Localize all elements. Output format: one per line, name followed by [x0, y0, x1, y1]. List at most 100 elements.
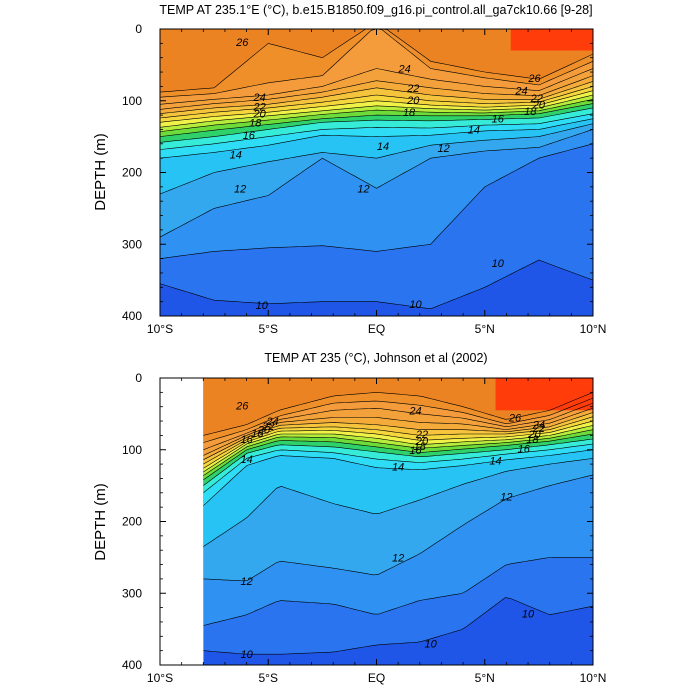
y-tick-label: 100: [122, 94, 142, 108]
panel-top-plot-area: 2624222018161412102422201814121026242220…: [122, 22, 606, 336]
contour-label: 18: [249, 117, 262, 129]
contour-label: 12: [500, 491, 512, 503]
contour-label: 16: [492, 114, 505, 126]
panel-bottom-plot-area: 2624222018161412102422201816141210262422…: [122, 371, 606, 685]
contour-line-13: [160, 123, 593, 195]
contour-line-11: [203, 557, 593, 626]
contour-label: 12: [392, 552, 404, 564]
contour-label: 22: [532, 423, 545, 435]
contour-line-14: [203, 449, 594, 506]
contour-label: 22: [261, 421, 274, 433]
contour-label: 10: [240, 649, 253, 661]
contour-label: 26: [527, 73, 541, 85]
contour-line-21: [203, 416, 594, 465]
y-tick-label: 0: [135, 22, 142, 36]
contour-label: 12: [437, 143, 449, 155]
warm-pool-28: [510, 29, 593, 51]
x-tick-label: EQ: [368, 671, 385, 685]
contour-label: 18: [524, 106, 537, 118]
panel-top: TEMP AT 235.1°E (°C), b.e15.B1850.f09_g1…: [92, 3, 606, 336]
y-tick-label: 100: [122, 443, 142, 457]
contour-label: 20: [257, 425, 271, 437]
contour-line-26: [203, 392, 594, 436]
y-tick-label: 200: [122, 166, 142, 180]
contour-line-11: [160, 143, 593, 259]
contour-line-12: [160, 129, 593, 238]
contour-line-17: [160, 103, 593, 137]
contour-label: 22: [406, 83, 419, 95]
contour-label: 22: [530, 93, 543, 105]
x-tick-label: 5°N: [475, 671, 495, 685]
x-tick-label: 10°S: [147, 671, 173, 685]
panel-bottom-title: TEMP AT 235 (°C), Johnson et al (2002): [264, 351, 487, 365]
contour-label: 26: [235, 37, 249, 49]
panel-top-ylabel: DEPTH (m): [92, 133, 109, 211]
contour-line-23: [203, 407, 594, 456]
y-tick-label: 300: [122, 586, 142, 600]
axis-ticks: [159, 377, 594, 666]
contour-label: 24: [398, 63, 411, 75]
panel-bottom-ylabel: DEPTH (m): [92, 483, 109, 561]
contour-line-22: [203, 412, 594, 461]
contour-label: 26: [508, 412, 522, 424]
contour-line-18: [160, 99, 593, 132]
contour-lines: [160, 29, 593, 310]
x-tick-label: EQ: [368, 322, 385, 336]
contour-label: 20: [532, 99, 546, 111]
contour-line-19: [160, 94, 593, 128]
contour-line-10: [203, 597, 594, 655]
contour-label: 24: [252, 92, 265, 104]
contour-label: 18: [414, 441, 427, 453]
contour-label: 10: [425, 638, 438, 650]
x-tick-label: 5°N: [475, 322, 495, 336]
x-tick-label: 10°N: [580, 671, 607, 685]
y-tick-label: 400: [122, 658, 142, 672]
contour-lines: [203, 392, 594, 655]
warm-pool-28: [495, 378, 593, 411]
contour-line-16: [160, 107, 593, 143]
contour-line-20: [203, 420, 594, 469]
contour-line-25: [160, 29, 593, 98]
y-tick-label: 300: [122, 237, 142, 251]
contour-label: 12: [234, 183, 246, 195]
contour-line-26: [160, 29, 593, 93]
x-tick-label: 10°S: [147, 322, 173, 336]
contour-line-12: [203, 474, 594, 582]
contour-label: 14: [489, 456, 501, 468]
contour-line-20: [160, 90, 593, 123]
contour-label: 20: [406, 95, 420, 107]
contour-label: 12: [357, 183, 369, 195]
contour-line-21: [160, 86, 593, 119]
contour-label: 10: [256, 300, 269, 312]
x-tick-label: 10°N: [580, 322, 607, 336]
contour-line-23: [160, 75, 593, 110]
contour-label: 24: [408, 405, 421, 417]
contour-label: 16: [240, 434, 253, 446]
contour-label: 12: [240, 576, 252, 588]
contour-line-25: [203, 397, 594, 443]
contour-line-24: [160, 68, 593, 105]
contour-label: 14: [377, 141, 389, 153]
contour-label: 26: [235, 400, 249, 412]
contour-label: 14: [468, 124, 480, 136]
y-tick-label: 200: [122, 515, 142, 529]
y-tick-label: 400: [122, 309, 142, 323]
contour-label: 18: [251, 428, 264, 440]
contour-line-22: [160, 81, 593, 114]
contour-line-17: [203, 433, 594, 481]
contour-label: 14: [240, 454, 252, 466]
contour-label: 16: [518, 443, 531, 455]
contour-label: 24: [514, 86, 527, 98]
contour-line-24: [203, 402, 594, 451]
contour-label: 10: [492, 258, 505, 270]
temperature-band-26: [160, 29, 593, 93]
panel-top-title: TEMP AT 235.1°E (°C), b.e15.B1850.f09_g1…: [159, 3, 592, 17]
contour-label: 18: [403, 107, 416, 119]
axis-ticks: [159, 28, 594, 317]
contour-label: 22: [252, 101, 265, 113]
contour-label: 20: [252, 109, 266, 121]
contour-label: 20: [527, 429, 541, 441]
temperature-fill-bands: [203, 378, 594, 665]
contour-label: 14: [230, 150, 242, 162]
